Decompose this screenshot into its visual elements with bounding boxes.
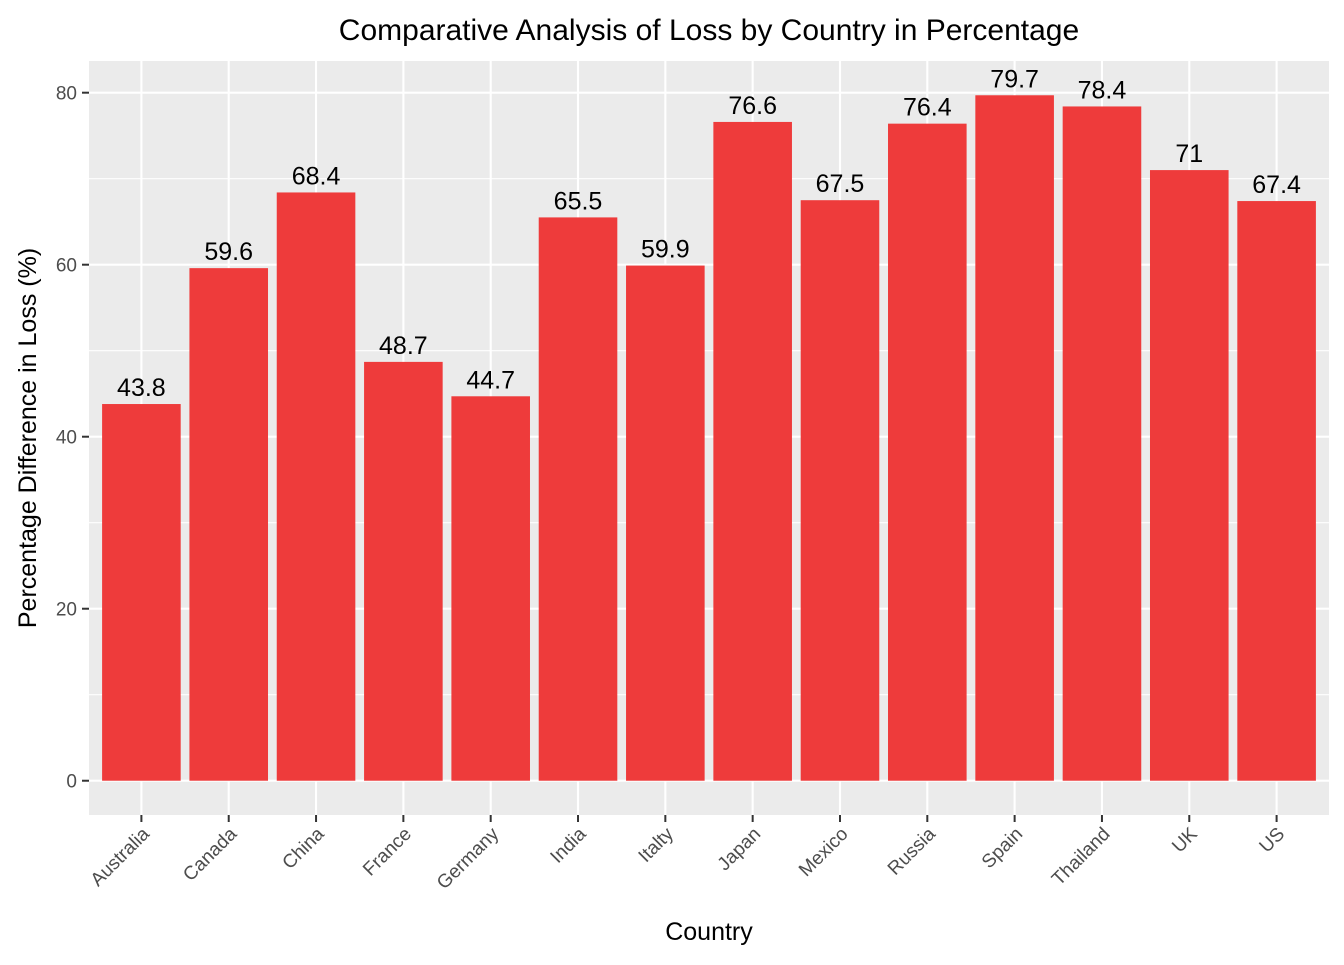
y-axis: 0 20 40 60 80	[56, 84, 89, 793]
bar-canada	[189, 268, 269, 781]
x-tick-label-italty: Italty	[635, 823, 679, 867]
data-label-india: 65.5	[554, 187, 603, 215]
y-tick-label: 60	[56, 256, 77, 277]
plot-panel	[89, 61, 1329, 815]
data-label-thailand: 78.4	[1078, 76, 1127, 104]
y-tick-label: 0	[66, 772, 77, 793]
x-tick-label-china: China	[279, 823, 329, 873]
bar-australia	[102, 404, 181, 781]
bar-thailand	[1062, 106, 1142, 781]
bar-uk	[1149, 170, 1229, 781]
data-label-mexico: 67.5	[816, 170, 865, 198]
x-tick-label-india: India	[547, 823, 591, 867]
data-label-uk: 71	[1175, 140, 1203, 168]
x-tick-label-uk: UK	[1168, 823, 1202, 857]
chart-title: Comparative Analysis of Loss by Country …	[339, 14, 1079, 47]
x-tick-label-us: US	[1256, 824, 1290, 858]
data-label-japan: 76.6	[728, 92, 777, 120]
data-label-us: 67.4	[1252, 171, 1301, 199]
x-axis-title: Country	[665, 918, 753, 946]
y-tick-label: 80	[56, 84, 77, 105]
bar-mexico	[800, 200, 880, 781]
bar-india	[538, 217, 618, 781]
bar-france	[364, 361, 443, 781]
data-labels: 43.8 59.6 68.4 48.7 44.7 65.5 59.9 76.6 67.5 76.4…	[117, 65, 1301, 402]
bar-china	[276, 192, 356, 781]
bar-germany	[451, 396, 530, 781]
data-label-russia: 76.4	[903, 94, 952, 122]
y-axis-title: Percentage Difference in Loss (%)	[14, 248, 42, 628]
x-tick-label-mexico: Mexico	[795, 824, 852, 881]
data-label-australia: 43.8	[117, 374, 166, 402]
data-label-france: 48.7	[379, 332, 428, 360]
x-tick-label-thailand: Thailand	[1048, 824, 1114, 890]
data-label-spain: 79.7	[990, 65, 1039, 93]
data-label-china: 68.4	[292, 162, 341, 190]
bar-spain	[975, 95, 1054, 781]
data-label-germany: 44.7	[466, 366, 515, 394]
bar-japan	[713, 121, 792, 781]
x-tick-label-spain: Spain	[978, 824, 1027, 873]
x-tick-label-france: France	[359, 824, 416, 881]
bar-us	[1237, 201, 1316, 781]
bar-italty	[626, 265, 705, 781]
x-tick-label-germany: Germany	[433, 823, 503, 893]
y-tick-label: 20	[56, 600, 77, 621]
x-axis: Australia Canada China France Germany India It…	[87, 815, 1289, 894]
data-label-canada: 59.6	[204, 238, 253, 266]
bars	[102, 95, 1316, 781]
y-tick-label: 40	[56, 428, 77, 449]
x-tick-label-australia: Australia	[87, 823, 154, 890]
x-tick-label-japan: Japan	[714, 824, 765, 875]
bar-russia	[888, 123, 967, 781]
x-tick-label-canada: Canada	[179, 823, 241, 885]
x-tick-label-russia: Russia	[884, 823, 940, 879]
data-label-italty: 59.9	[641, 236, 690, 264]
